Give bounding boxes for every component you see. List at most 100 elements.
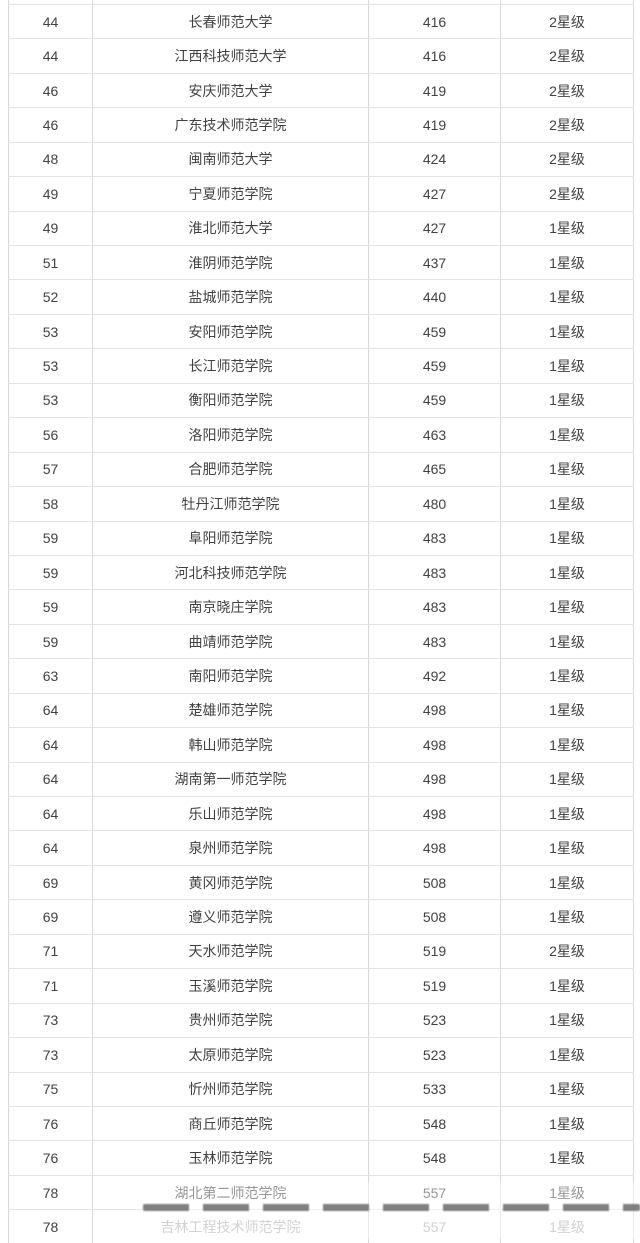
- rank-cell: 53: [8, 348, 93, 384]
- score-cell: 419: [368, 72, 501, 109]
- university-name-cell: 吉林工程技术师范学院: [92, 1209, 369, 1243]
- score-cell: 424: [368, 141, 501, 178]
- star-level-cell: 2星级: [500, 107, 634, 143]
- rank-cell: 58: [8, 486, 93, 522]
- university-name-cell: 江西科技师范大学: [92, 38, 369, 74]
- table-row: 49 宁夏师范学院 427 2星级: [8, 176, 634, 212]
- score-cell: 459: [368, 313, 501, 350]
- university-name-cell: 太原师范学院: [92, 1037, 369, 1073]
- star-level-cell: 1星级: [500, 417, 634, 453]
- star-level-cell: 1星级: [500, 382, 634, 419]
- rank-cell: 76: [8, 1105, 93, 1142]
- rank-cell: 46: [8, 107, 93, 143]
- university-name-cell: 贵州师范学院: [92, 1002, 369, 1039]
- university-name-cell: 阜阳师范学院: [92, 520, 369, 556]
- score-cell: 463: [368, 417, 501, 453]
- university-name-cell: 衡阳师范学院: [92, 382, 369, 419]
- table-row: 73 贵州师范学院 523 1星级: [8, 1002, 634, 1039]
- rank-cell: 63: [8, 658, 93, 694]
- university-name-cell: 长春师范大学: [92, 3, 369, 40]
- star-level-cell: 1星级: [500, 1209, 634, 1243]
- star-level-cell: 1星级: [500, 623, 634, 660]
- university-name-cell: 广东技术师范学院: [92, 107, 369, 143]
- table-row: 78 湖北第二师范学院 557 1星级: [8, 1174, 634, 1211]
- table-row: 64 韩山师范学院 498 1星级: [8, 727, 634, 763]
- university-name-cell: 商丘师范学院: [92, 1105, 369, 1142]
- star-level-cell: 2星级: [500, 141, 634, 178]
- score-cell: 416: [368, 3, 501, 40]
- university-name-cell: 南阳师范学院: [92, 658, 369, 694]
- star-level-cell: 1星级: [500, 520, 634, 556]
- university-ranking-table: 44 长春师范大学 416 2星级 44 江西科技师范大学 416 2星级 46…: [8, 0, 634, 1243]
- ranking-table-body: 44 长春师范大学 416 2星级 44 江西科技师范大学 416 2星级 46…: [8, 0, 634, 1243]
- score-cell: 519: [368, 933, 501, 970]
- star-level-cell: 1星级: [500, 864, 634, 901]
- university-name-cell: 玉林师范学院: [92, 1140, 369, 1176]
- university-ranking-table-wrap: 44 长春师范大学 416 2星级 44 江西科技师范大学 416 2星级 46…: [8, 0, 634, 1243]
- university-name-cell: 天水师范学院: [92, 933, 369, 970]
- rank-cell: 52: [8, 279, 93, 315]
- table-row: 76 商丘师范学院 548 1星级: [8, 1105, 634, 1142]
- table-row: 52 盐城师范学院 440 1星级: [8, 279, 634, 315]
- score-cell: 523: [368, 1037, 501, 1073]
- rank-cell: 46: [8, 72, 93, 109]
- university-name-cell: 盐城师范学院: [92, 279, 369, 315]
- star-level-cell: 2星级: [500, 38, 634, 74]
- star-level-cell: 1星级: [500, 1037, 634, 1073]
- score-cell: 419: [368, 107, 501, 143]
- star-level-cell: 1星级: [500, 1105, 634, 1142]
- rank-cell: 64: [8, 830, 93, 866]
- rank-cell: 59: [8, 623, 93, 660]
- university-name-cell: 曲靖师范学院: [92, 623, 369, 660]
- score-cell: 498: [368, 830, 501, 866]
- score-cell: 498: [368, 795, 501, 832]
- university-name-cell: 湖南第一师范学院: [92, 761, 369, 798]
- rank-cell: 44: [8, 3, 93, 40]
- star-level-cell: 1星级: [500, 1002, 634, 1039]
- rank-cell: 49: [8, 210, 93, 247]
- rank-cell: 49: [8, 176, 93, 212]
- rank-cell: 64: [8, 761, 93, 798]
- score-cell: 416: [368, 38, 501, 74]
- table-row: 71 玉溪师范学院 519 1星级: [8, 968, 634, 1004]
- star-level-cell: 1星级: [500, 761, 634, 798]
- score-cell: 548: [368, 1105, 501, 1142]
- score-cell: 519: [368, 968, 501, 1004]
- rank-cell: 69: [8, 899, 93, 935]
- score-cell: 440: [368, 279, 501, 315]
- star-level-cell: 1星级: [500, 486, 634, 522]
- table-row: 44 长春师范大学 416 2星级: [8, 3, 634, 40]
- star-level-cell: 1星级: [500, 727, 634, 763]
- score-cell: 548: [368, 1140, 501, 1176]
- star-level-cell: 1星级: [500, 899, 634, 935]
- star-level-cell: 2星级: [500, 933, 634, 970]
- university-name-cell: 楚雄师范学院: [92, 692, 369, 729]
- table-row: 59 南京晓庄学院 483 1星级: [8, 589, 634, 625]
- university-name-cell: 河北科技师范学院: [92, 554, 369, 591]
- university-name-cell: 牡丹江师范学院: [92, 486, 369, 522]
- rank-cell: 73: [8, 1002, 93, 1039]
- rank-cell: 64: [8, 727, 93, 763]
- rank-cell: 76: [8, 1140, 93, 1176]
- star-level-cell: 1星级: [500, 210, 634, 247]
- score-cell: 483: [368, 554, 501, 591]
- star-level-cell: 2星级: [500, 3, 634, 40]
- university-name-cell: 泉州师范学院: [92, 830, 369, 866]
- table-row: 76 玉林师范学院 548 1星级: [8, 1140, 634, 1176]
- university-name-cell: 合肥师范学院: [92, 451, 369, 488]
- table-row: 75 忻州师范学院 533 1星级: [8, 1071, 634, 1107]
- rank-cell: 57: [8, 451, 93, 488]
- star-level-cell: 1星级: [500, 658, 634, 694]
- star-level-cell: 1星级: [500, 554, 634, 591]
- rank-cell: 64: [8, 795, 93, 832]
- score-cell: 557: [368, 1209, 501, 1243]
- score-cell: 465: [368, 451, 501, 488]
- table-row: 49 淮北师范大学 427 1星级: [8, 210, 634, 247]
- score-cell: 480: [368, 486, 501, 522]
- score-cell: 483: [368, 623, 501, 660]
- rank-cell: 78: [8, 1209, 93, 1243]
- rank-cell: 59: [8, 589, 93, 625]
- score-cell: 492: [368, 658, 501, 694]
- score-cell: 459: [368, 348, 501, 384]
